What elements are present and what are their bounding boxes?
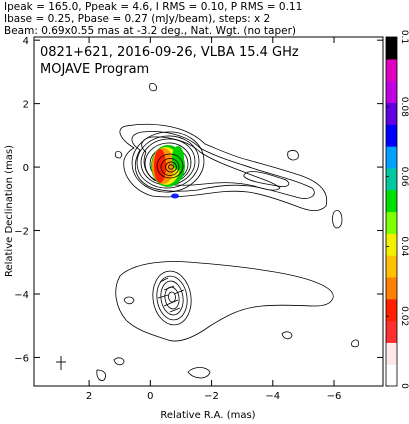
colorbar-segment [386, 37, 397, 60]
contour-south-blob-4 [281, 331, 293, 340]
core-inner-4 [168, 164, 174, 170]
y-tick-label: −2 [14, 227, 29, 238]
colorbar-segment [386, 298, 397, 322]
evpa-tick [159, 277, 169, 283]
evpa-tick [157, 294, 169, 299]
colorbar-segment [386, 189, 397, 213]
colorbar-segment [386, 233, 397, 256]
y-axis-label: Relative Declination (mas) [4, 145, 15, 277]
south-contour-3 [160, 280, 184, 316]
colorbar-segment [386, 320, 397, 343]
contour-west-arc [332, 210, 343, 229]
core-inner-3 [165, 161, 177, 173]
intensity-contours [96, 83, 359, 381]
contour-jet-4 [243, 171, 290, 187]
contour-south-blob-3 [113, 357, 125, 366]
colorbar-tick-label: 0.04 [399, 236, 409, 256]
colorbar-tick-label: 0 [399, 383, 409, 389]
colorbar: 0 0.02 0.04 0.06 0.08 0.1 [385, 30, 409, 389]
south-contour-4 [164, 286, 180, 310]
evpa-tick [173, 289, 185, 295]
x-axis-ticks: 2 0 −2 −4 −6 [86, 37, 341, 402]
contour-left-arc [96, 369, 106, 381]
south-contour-2 [156, 275, 188, 321]
colorbar-tick-label: 0.08 [399, 97, 409, 117]
core-inner-contours [156, 153, 184, 179]
contour-south-blob-1 [123, 296, 135, 305]
plot-subtitle: MOJAVE Program [40, 62, 149, 77]
x-tick-label: 0 [147, 391, 153, 402]
y-tick-label: 2 [23, 100, 29, 111]
colorbar-segment [386, 276, 397, 300]
y-axis-ticks: 4 2 0 −2 −4 −6 [14, 36, 383, 364]
pol-region-red [154, 149, 166, 183]
plot-title: 0821+621, 2016-09-26, VLBA 15.4 GHz [40, 45, 299, 60]
colorbar-tick-label: 0.02 [399, 306, 409, 326]
y-tick-label: −4 [14, 290, 29, 301]
evpa-tick [169, 307, 181, 313]
colorbar-frame [385, 36, 398, 387]
core-contour-2 [136, 135, 200, 189]
contour-blob-mid [114, 151, 123, 159]
contour-outer-jet [119, 123, 328, 211]
colorbar-segment [386, 124, 397, 147]
core-inner-1 [156, 153, 184, 179]
evpa-tick [163, 285, 175, 291]
colorbar-segment [386, 342, 397, 365]
contour-south-outer [115, 261, 334, 342]
colorbar-segment [386, 364, 397, 387]
colorbar-segment [386, 102, 397, 125]
contour-jet-2 [131, 131, 315, 199]
x-axis-label: Relative R.A. (mas) [160, 410, 255, 421]
y-tick-label: −6 [14, 353, 29, 364]
colorbar-segment [386, 146, 397, 169]
header-line-1: Ipeak = 165.0, Ppeak = 4.6, I RMS = 0.10… [4, 1, 302, 13]
contour-south-tick [351, 339, 359, 348]
x-tick-label: −2 [204, 391, 219, 402]
core-contour-1 [131, 131, 205, 193]
colorbar-tick-label: 0.06 [399, 167, 409, 187]
evpa-tick [163, 299, 179, 307]
beam-marker [56, 356, 66, 370]
colorbar-segment [386, 80, 397, 104]
plot-frame [33, 36, 384, 387]
colorbar-segment [386, 211, 397, 234]
pol-region-blue [171, 193, 179, 199]
header-line-3: Beam: 0.69x0.55 mas at -3.2 deg., Nat. W… [4, 25, 296, 37]
x-tick-label: −6 [327, 391, 342, 402]
colorbar-segment [386, 58, 397, 82]
y-tick-label: 4 [23, 36, 29, 47]
contour-south-blob-2 [187, 367, 211, 379]
core-inner-2 [160, 158, 180, 176]
plot-content [56, 83, 359, 381]
y-tick-label: 0 [23, 163, 29, 174]
x-tick-label: −4 [265, 391, 280, 402]
polarization-color-map [151, 145, 185, 199]
south-contour-1 [152, 270, 192, 326]
colorbar-segment [386, 255, 397, 278]
header-line-2: Ibase = 0.25, Pbase = 0.27 (mJy/beam), s… [4, 13, 270, 25]
evpa-vectors [157, 277, 185, 313]
contour-blob-right [287, 150, 299, 161]
contour-blob-upper [149, 83, 157, 92]
x-tick-label: 2 [86, 391, 92, 402]
colorbar-tick-label: 0.1 [399, 30, 409, 44]
colorbar-segment [386, 167, 397, 191]
